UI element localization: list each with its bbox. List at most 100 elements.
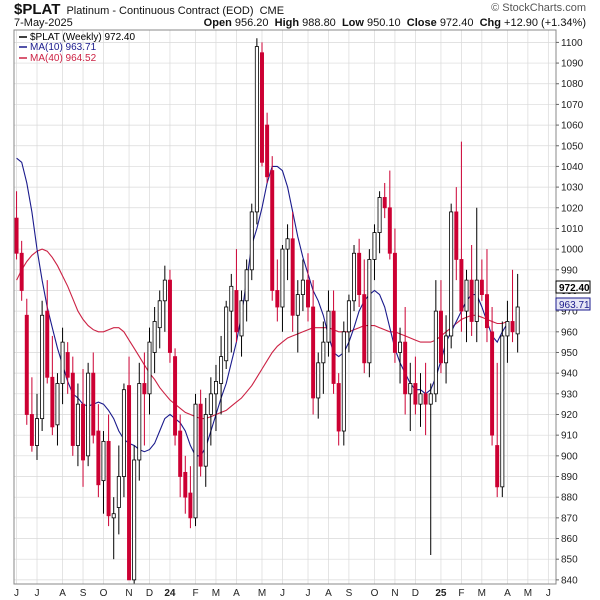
candle xyxy=(433,280,438,403)
candle xyxy=(346,294,351,353)
candle xyxy=(239,290,244,357)
candle xyxy=(372,224,377,281)
candle xyxy=(382,182,387,219)
candle-body xyxy=(290,238,295,316)
candle-body xyxy=(173,356,178,436)
candle-body xyxy=(234,290,239,333)
candle-body xyxy=(45,310,50,378)
candle xyxy=(275,259,280,322)
candle-body xyxy=(495,445,500,488)
candle-body xyxy=(167,279,172,353)
candle-body xyxy=(29,414,34,446)
candle xyxy=(306,253,310,322)
candle-body xyxy=(382,197,387,209)
candle xyxy=(45,280,50,384)
legend-ma40: MA(40) 964.52 xyxy=(30,53,97,64)
candle-body xyxy=(60,341,65,384)
candle xyxy=(418,373,423,427)
candle xyxy=(459,141,464,332)
candle xyxy=(316,352,321,419)
candle-body xyxy=(408,383,413,395)
candle-body xyxy=(398,341,403,353)
candle xyxy=(50,335,55,436)
candle-body xyxy=(147,341,152,395)
candle-body xyxy=(96,430,101,486)
x-tick-label: 25 xyxy=(435,588,447,599)
plot-frame xyxy=(13,29,557,585)
candle xyxy=(70,356,75,456)
ma10-tag-label: 963.71 xyxy=(559,300,590,311)
candle-body xyxy=(403,341,408,395)
x-tick-label: J xyxy=(306,588,311,599)
candle xyxy=(40,300,45,432)
candle xyxy=(224,300,229,370)
candle xyxy=(479,259,484,301)
candle xyxy=(173,348,178,446)
candle xyxy=(132,445,137,584)
x-tick-label: O xyxy=(100,588,108,599)
candle xyxy=(377,191,382,254)
y-tick-label: 1060 xyxy=(561,121,584,132)
candle xyxy=(86,362,91,467)
exchange: CME xyxy=(259,5,285,17)
candle-body xyxy=(157,300,162,329)
candle-body xyxy=(127,385,132,581)
y-tick-label: 940 xyxy=(561,369,578,380)
candle xyxy=(392,228,397,363)
candle-body xyxy=(24,314,29,415)
candle xyxy=(403,307,408,415)
x-tick-label: D xyxy=(412,588,419,599)
candle-body xyxy=(14,217,19,254)
candle xyxy=(464,269,469,343)
y-tick-label: 970 xyxy=(561,307,578,318)
y-tick-label: 1050 xyxy=(561,141,584,152)
candle-body xyxy=(438,310,443,364)
candle-body xyxy=(219,356,224,384)
candle-body xyxy=(392,252,397,353)
date: 7-May-2025 xyxy=(14,17,73,29)
candle-body xyxy=(91,372,96,436)
candle-body xyxy=(510,321,515,333)
candle xyxy=(454,187,459,281)
candle xyxy=(75,383,80,467)
candle-body xyxy=(101,440,106,482)
candle-body xyxy=(515,306,520,335)
candle xyxy=(260,42,264,167)
candle-body xyxy=(479,279,484,295)
candle xyxy=(234,249,239,343)
x-tick-label: F xyxy=(192,588,198,599)
x-tick-label: A xyxy=(325,588,332,599)
candle-body xyxy=(474,279,479,322)
watermark: © StockCharts.com xyxy=(491,2,586,14)
x-tick-label: F xyxy=(458,588,464,599)
candle xyxy=(213,364,218,432)
y-tick-label: 1040 xyxy=(561,162,584,173)
candle-body xyxy=(326,310,331,343)
high-value: 988.80 xyxy=(302,17,336,29)
candle xyxy=(495,362,500,498)
candle xyxy=(413,356,418,415)
x-tick-label: D xyxy=(146,588,153,599)
candle-body xyxy=(321,341,326,364)
candle xyxy=(300,259,305,312)
y-tick-label: 1020 xyxy=(561,203,584,214)
x-tick-label: S xyxy=(346,588,353,599)
x-tick-label: 24 xyxy=(164,588,176,599)
candle-body xyxy=(331,310,336,384)
candle-body xyxy=(285,238,290,250)
candle xyxy=(193,393,198,527)
ma40-line xyxy=(16,248,508,420)
y-tick-label: 1010 xyxy=(561,224,584,235)
ma40-group xyxy=(16,248,508,420)
candle-body xyxy=(413,383,418,405)
candle-body xyxy=(260,52,264,163)
x-tick-label: A xyxy=(233,588,240,599)
y-tick-label: 960 xyxy=(561,327,578,338)
candle-body xyxy=(311,306,316,399)
low-value: 950.10 xyxy=(367,17,401,29)
legend: $PLAT (Weekly) 972.40 MA(10) 963.71 MA(4… xyxy=(19,32,135,64)
candle xyxy=(188,466,193,529)
candle xyxy=(127,356,132,581)
candle xyxy=(280,244,285,332)
